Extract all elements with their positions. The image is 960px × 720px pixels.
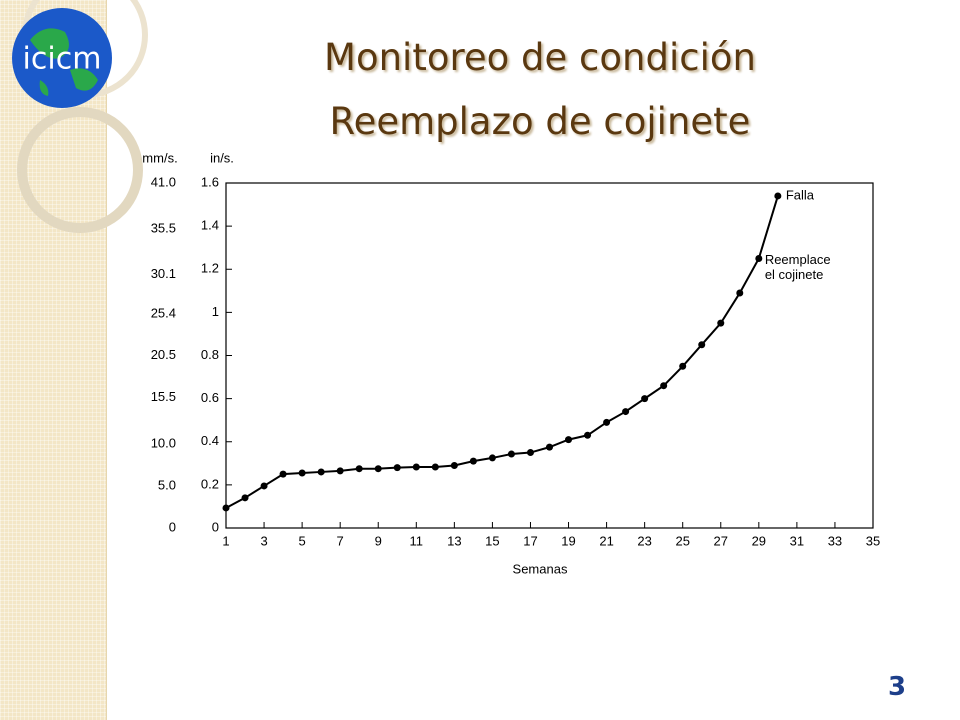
y-tick-label: 0.8	[201, 347, 219, 362]
data-point	[393, 464, 401, 472]
data-point	[717, 319, 725, 327]
y2-axis-label: mm/s.	[142, 150, 177, 165]
y-tick-label: 0.6	[201, 390, 219, 405]
y-tick-label: 0.4	[201, 433, 219, 448]
y2-tick-label: 35.5	[151, 221, 176, 236]
y2-tick-label: 10.0	[151, 435, 176, 450]
x-tick-label: 29	[752, 533, 766, 548]
data-point	[679, 362, 687, 370]
series-line	[225, 195, 779, 509]
y-tick-label: 1	[212, 304, 219, 319]
data-point	[641, 395, 649, 403]
y-tick-label: 0	[212, 519, 219, 534]
data-point	[374, 465, 382, 473]
data-point	[622, 408, 630, 416]
x-tick-label: 9	[375, 533, 382, 548]
data-point	[450, 461, 458, 469]
x-tick-label: 31	[790, 533, 804, 548]
y-tick-label: 1.2	[201, 261, 219, 276]
data-point	[412, 463, 420, 471]
data-point	[355, 465, 363, 473]
data-point	[260, 482, 268, 490]
y2-tick-label: 5.0	[158, 477, 176, 492]
data-point	[336, 467, 344, 475]
decor-ring	[17, 107, 143, 233]
data-point	[774, 192, 782, 200]
x-tick-label: 5	[299, 533, 306, 548]
y2-tick-label: 25.4	[151, 306, 176, 321]
data-point	[507, 450, 515, 458]
slide-title: Monitoreo de condición	[324, 36, 756, 79]
x-tick-label: 21	[599, 533, 613, 548]
x-tick-label: 33	[828, 533, 842, 548]
x-tick-label: 1	[222, 533, 229, 548]
data-point	[565, 436, 573, 444]
x-tick-label: 19	[561, 533, 575, 548]
x-tick-label: 27	[714, 533, 728, 548]
logo-land	[30, 28, 98, 96]
x-tick-label: 11	[410, 533, 424, 548]
annotation: Falla	[786, 187, 815, 202]
y2-tick-label: 41.0	[151, 174, 176, 189]
y-tick-label: 0.2	[201, 476, 219, 491]
data-point	[431, 463, 439, 471]
y-axis-label: in/s.	[210, 150, 234, 165]
x-tick-label: 17	[523, 533, 537, 548]
data-point	[546, 443, 553, 451]
x-axis-label: Semanas	[513, 561, 568, 576]
x-tick-label: 13	[447, 533, 461, 548]
data-point	[660, 382, 668, 390]
data-point	[279, 470, 287, 478]
y2-tick-label: 30.1	[151, 266, 176, 281]
x-tick-label: 15	[485, 533, 499, 548]
data-point	[698, 341, 706, 349]
data-point	[755, 254, 763, 262]
data-point	[222, 504, 230, 512]
y-tick-label: 1.4	[201, 218, 219, 233]
plot-frame	[225, 182, 874, 529]
data-point	[736, 289, 744, 297]
y2-tick-label: 15.5	[151, 389, 176, 404]
data-point	[584, 431, 592, 439]
x-tick-label: 7	[337, 533, 344, 548]
slide-title: Reemplazo de cojinete	[329, 100, 751, 143]
data-point	[317, 468, 325, 476]
annotation: Reemplace	[765, 252, 831, 267]
x-tick-label: 35	[866, 533, 880, 548]
logo-text: icicm	[23, 42, 102, 77]
y2-tick-label: 20.5	[151, 347, 176, 362]
page-number: 3	[888, 672, 907, 702]
x-tick-label: 3	[260, 533, 267, 548]
data-point	[241, 494, 249, 502]
x-tick-label: 23	[637, 533, 651, 548]
y-tick-label: 1.6	[201, 174, 219, 189]
data-point	[603, 418, 611, 426]
y2-tick-label: 0	[169, 519, 176, 534]
data-point	[298, 469, 306, 477]
data-point	[526, 449, 534, 457]
data-point	[488, 454, 496, 462]
annotation: el cojinete	[765, 267, 824, 282]
x-tick-label: 25	[675, 533, 689, 548]
data-point	[469, 457, 477, 465]
